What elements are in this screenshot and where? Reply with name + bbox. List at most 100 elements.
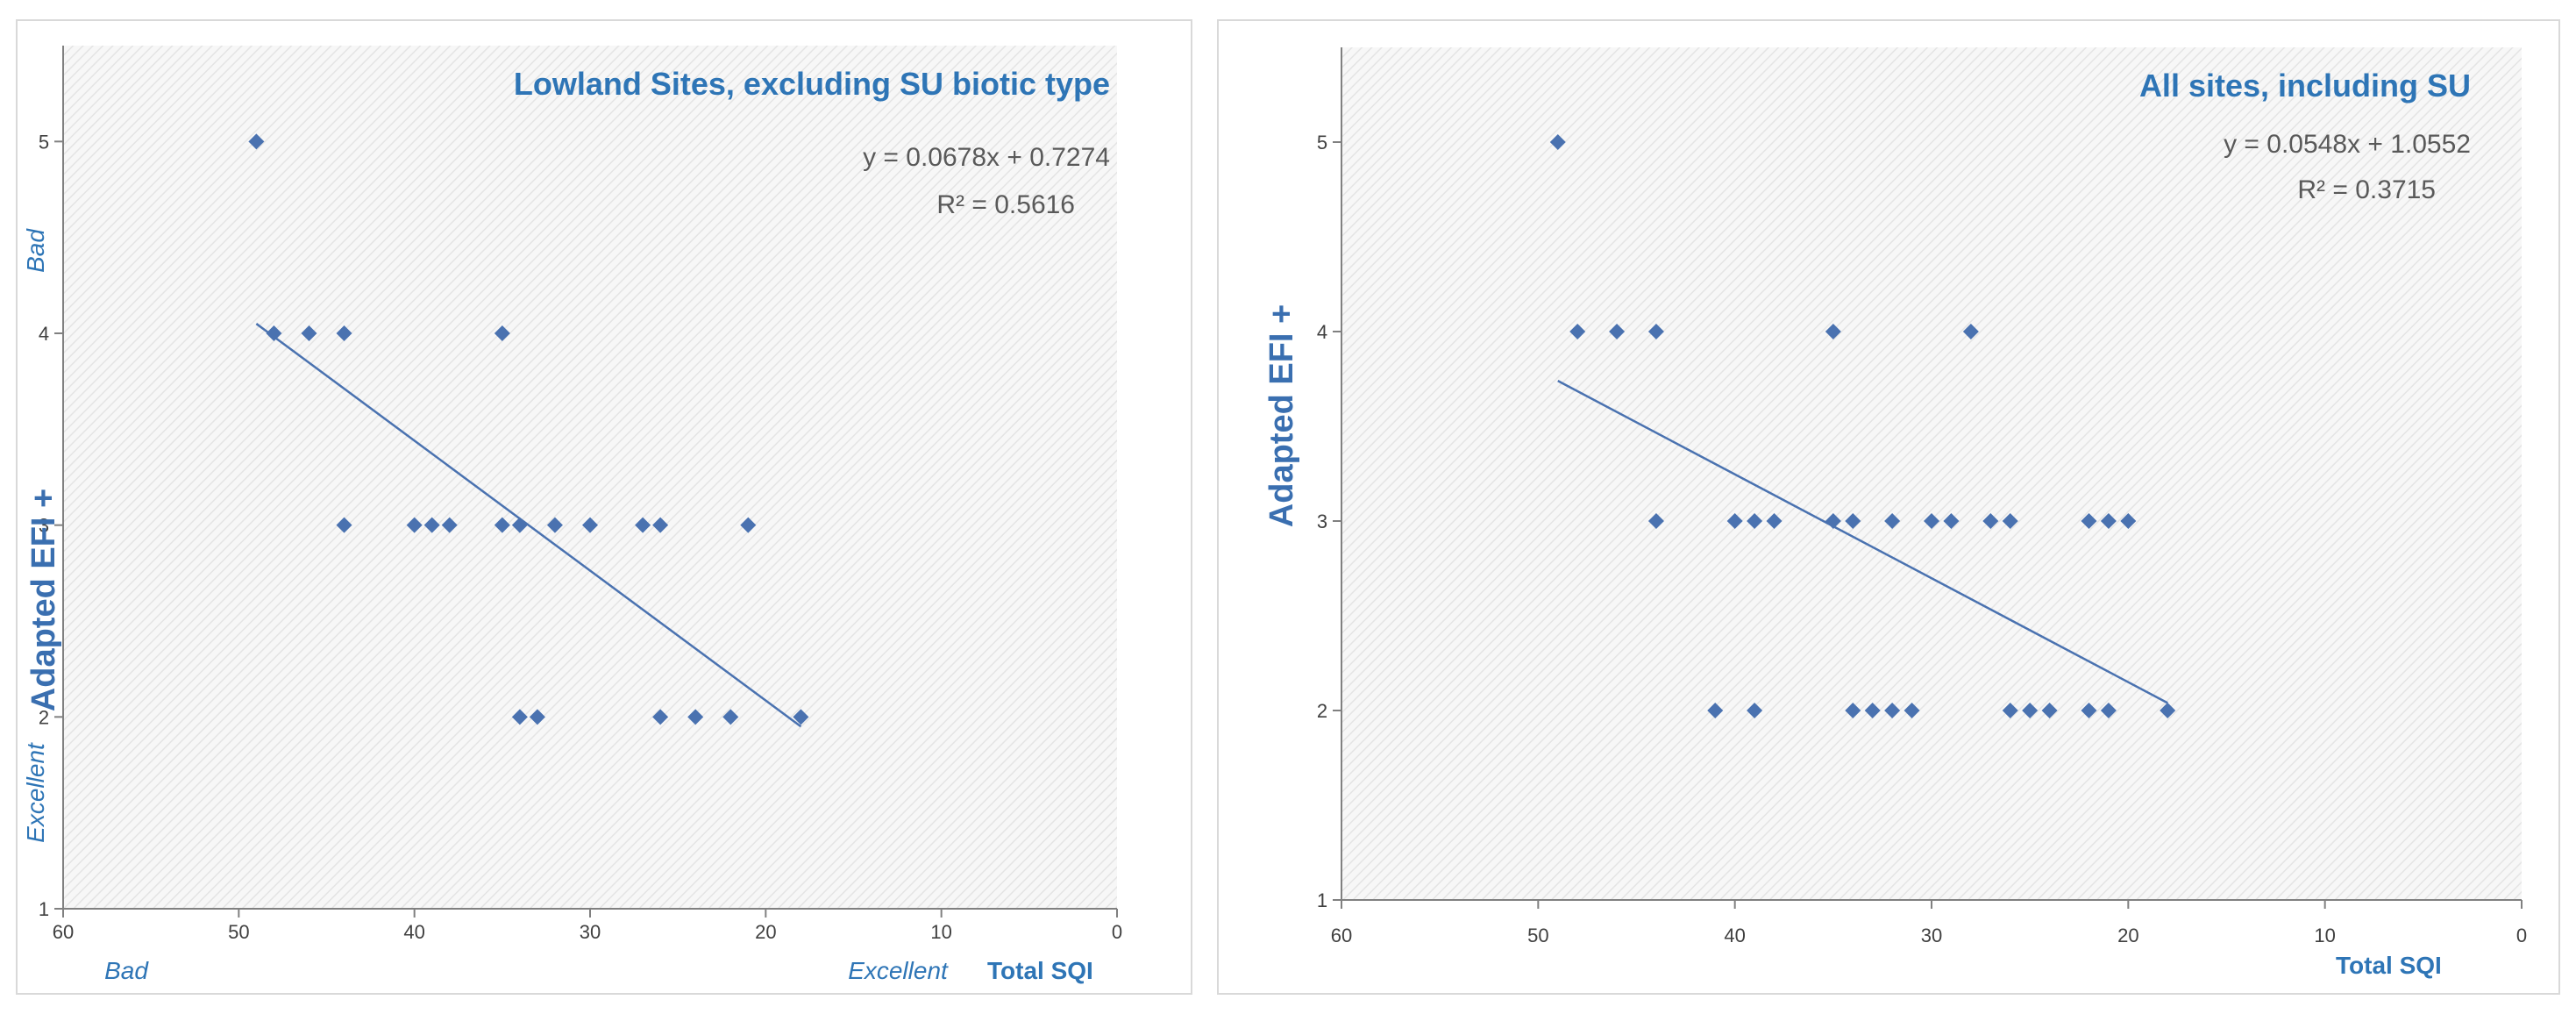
- data-point: [2022, 703, 2039, 718]
- x-tick-label: 20: [755, 921, 776, 943]
- data-point: [1569, 324, 1586, 339]
- y-tick-label: 1: [1317, 889, 1327, 911]
- data-point: [722, 709, 739, 725]
- chart-right: 60 50 40 30 20 10 0 1 2 3 4 5 All sites, including S…: [1263, 47, 2527, 979]
- data-point: [1904, 703, 1920, 718]
- data-point: [2002, 513, 2018, 529]
- y-tick-label: 2: [39, 706, 49, 728]
- data-point: [2041, 703, 2058, 718]
- y-tick-label: 5: [39, 131, 49, 153]
- x-tick-label: 50: [228, 921, 249, 943]
- data-point: [1924, 513, 1939, 529]
- trendline: [255, 323, 802, 728]
- data-point: [1707, 703, 1724, 718]
- data-point: [582, 517, 598, 533]
- x-tick-label: 30: [1921, 925, 1942, 946]
- data-point: [2100, 513, 2117, 529]
- data-point: [652, 517, 669, 533]
- data-point: [2002, 703, 2018, 718]
- data-point: [1943, 513, 1960, 529]
- data-point: [529, 709, 545, 725]
- data-point: [1825, 324, 1841, 339]
- x-axis-label: Total SQI: [2336, 952, 2442, 979]
- data-point: [1766, 513, 1783, 529]
- y-tick-label: 1: [39, 898, 49, 920]
- data-point: [652, 709, 669, 725]
- y-annotation-excellent: Excellent: [22, 742, 49, 843]
- x-tick-label: 0: [2516, 925, 2527, 946]
- trendline-equation: y = 0.0678x + 0.7274: [863, 143, 1110, 172]
- x-annotation-excellent: Excellent: [848, 957, 949, 984]
- chart-title: All sites, including SU: [2139, 68, 2471, 104]
- x-tick-label: 60: [1331, 925, 1352, 946]
- data-point: [1982, 513, 1999, 529]
- x-tick-label: 40: [403, 921, 424, 943]
- data-point: [1747, 513, 1763, 529]
- y-tick-label: 2: [1317, 700, 1327, 722]
- chart-panel-left: 60 50 40 30 20 10 0 1 2 3 4 5 Lowland Sites, excludi…: [16, 19, 1192, 995]
- x-tick-label: 30: [580, 921, 601, 943]
- data-point: [740, 517, 757, 533]
- y-tick-label: 4: [39, 323, 49, 345]
- plot-area: [1341, 47, 2522, 900]
- data-point: [2081, 513, 2097, 529]
- data-point: [1549, 134, 1566, 150]
- y-annotation-bad: Bad: [22, 228, 49, 273]
- x-tick-label: 60: [53, 921, 74, 943]
- x-annotation-bad: Bad: [104, 957, 149, 984]
- data-point: [1647, 513, 1664, 529]
- x-tick-label: 0: [1112, 921, 1122, 943]
- data-point: [635, 517, 651, 533]
- data-point: [546, 517, 563, 533]
- data-point: [1962, 324, 1979, 339]
- plot-area: [63, 46, 1117, 909]
- data-point: [1825, 513, 1841, 529]
- x-tick-label: 50: [1527, 925, 1548, 946]
- x-axis-label: Total SQI: [987, 957, 1093, 984]
- x-tick-label: 40: [1724, 925, 1745, 946]
- data-point: [266, 325, 282, 341]
- x-tick-label: 10: [2314, 925, 2335, 946]
- data-point: [2160, 703, 2176, 718]
- chart-title: Lowland Sites, excluding SU biotic type: [514, 66, 1110, 102]
- data-point: [494, 325, 510, 341]
- y-axis-label: Adapted EFI +: [25, 489, 62, 711]
- chart-left: 60 50 40 30 20 10 0 1 2 3 4 5 Lowland Sites, excludi…: [22, 46, 1122, 984]
- data-point: [1845, 513, 1861, 529]
- data-point: [1609, 324, 1626, 339]
- data-point: [1726, 513, 1743, 529]
- data-point: [1845, 703, 1861, 718]
- data-point: [793, 709, 809, 725]
- trendline-equation: y = 0.0548x + 1.0552: [2224, 130, 2471, 159]
- x-tick-label: 10: [930, 921, 951, 943]
- data-point: [1747, 703, 1763, 718]
- data-point: [2120, 513, 2137, 529]
- data-point: [1647, 324, 1664, 339]
- data-point: [1884, 703, 1901, 718]
- data-point: [248, 133, 265, 150]
- data-point: [336, 325, 352, 341]
- data-point: [336, 517, 352, 533]
- data-point: [511, 517, 528, 533]
- chart-panel-right: 60 50 40 30 20 10 0 1 2 3 4 5 All sites, including S…: [1217, 19, 2560, 995]
- data-point: [1884, 513, 1901, 529]
- y-tick-label: 5: [1317, 132, 1327, 154]
- r-squared-label: R² = 0.5616: [936, 190, 1075, 219]
- r-squared-label: R² = 0.3715: [2297, 175, 2436, 204]
- y-tick-label: 3: [1317, 511, 1327, 532]
- data-point: [1864, 703, 1881, 718]
- data-point: [511, 709, 528, 725]
- data-point: [494, 517, 510, 533]
- data-point: [2081, 703, 2097, 718]
- data-point: [687, 709, 704, 725]
- data-point: [441, 517, 458, 533]
- y-tick-label: 3: [39, 515, 49, 537]
- data-point: [423, 517, 440, 533]
- data-point: [406, 517, 423, 533]
- y-axis-label: Adapted EFI +: [1263, 304, 1300, 527]
- data-point: [301, 325, 317, 341]
- x-tick-label: 20: [2117, 925, 2138, 946]
- data-point: [2100, 703, 2117, 718]
- trendline: [1557, 380, 2168, 704]
- y-tick-label: 4: [1317, 321, 1327, 343]
